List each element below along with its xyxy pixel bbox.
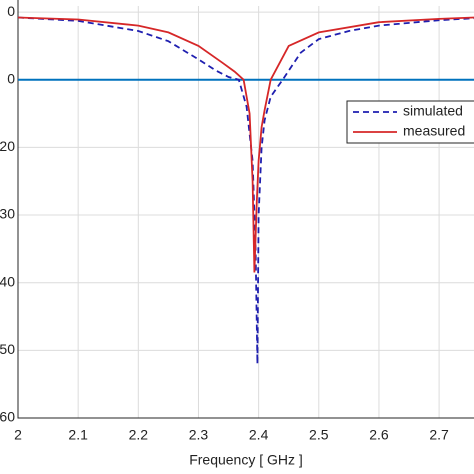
x-tick-label: 2.5 bbox=[309, 427, 329, 443]
plot-frame bbox=[17, 0, 474, 419]
legend-label: measured bbox=[403, 123, 465, 139]
y-tick-label: 60 bbox=[0, 409, 15, 425]
y-tick-label: 0 bbox=[7, 3, 15, 19]
y-tick-label: 50 bbox=[0, 341, 15, 357]
legend-box bbox=[346, 100, 474, 144]
y-tick-label: 30 bbox=[0, 206, 15, 222]
y-tick-label: 40 bbox=[0, 273, 15, 289]
x-axis-label: Frequency [ GHz ] bbox=[189, 452, 303, 468]
legend-label: simulated bbox=[403, 103, 463, 119]
y-tick-label: 20 bbox=[0, 138, 15, 154]
x-tick-label: 2.6 bbox=[369, 427, 389, 443]
series-line bbox=[17, 16, 474, 364]
x-tick-label: 2 bbox=[14, 427, 22, 443]
x-tick-label: 2.3 bbox=[189, 427, 209, 443]
x-tick-label: 2.4 bbox=[249, 427, 269, 443]
series-line bbox=[17, 16, 474, 273]
x-tick-label: 2.7 bbox=[429, 427, 449, 443]
x-tick-label: 2.2 bbox=[129, 427, 149, 443]
legend: simulated measured bbox=[346, 100, 474, 144]
y-tick-label: 0 bbox=[7, 70, 15, 86]
x-tick-label: 2.1 bbox=[68, 427, 88, 443]
